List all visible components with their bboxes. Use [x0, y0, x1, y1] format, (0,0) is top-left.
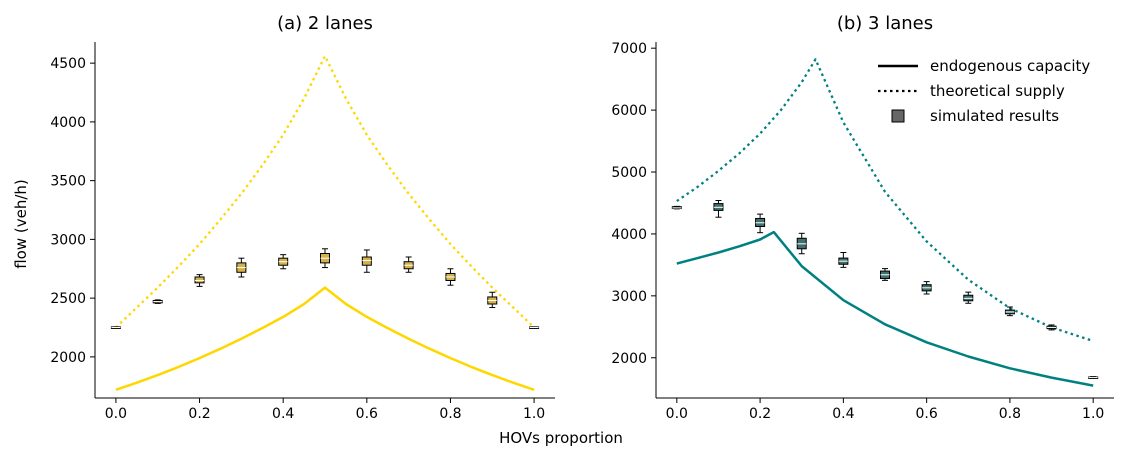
chart-title: (b) 3 lanes [837, 13, 933, 34]
simulated-box [921, 281, 932, 295]
x-tick-label: 0.2 [188, 406, 210, 422]
y-tick-label: 4500 [50, 56, 86, 72]
simulated-box [1046, 324, 1057, 331]
x-tick-label: 1.0 [1082, 406, 1104, 422]
x-tick-label: 0.2 [749, 406, 771, 422]
simulated-box [236, 257, 247, 278]
simulated-box [110, 326, 121, 329]
simulated-box [320, 248, 330, 269]
y-tick-label: 6000 [611, 103, 647, 119]
legend-label: simulated results [930, 107, 1059, 125]
x-tick-label: 0.8 [999, 406, 1021, 422]
simulated-box [963, 291, 974, 304]
simulated-box [1088, 376, 1099, 379]
x-axis-label: HOVs proportion [499, 429, 623, 447]
simulated-box [487, 291, 498, 309]
box-body [194, 276, 205, 284]
x-tick-label: 0.8 [439, 406, 461, 422]
simulated-box [796, 232, 807, 255]
x-tick-label: 0.4 [832, 406, 854, 422]
simulated-box [838, 252, 849, 268]
box-body [361, 256, 372, 266]
x-tick-label: 0.0 [105, 406, 127, 422]
simulated-box [194, 274, 205, 287]
legend-label: endogenous capacity [930, 57, 1090, 75]
simulated-box [529, 326, 540, 329]
simulated-box [403, 256, 414, 273]
simulated-box [152, 299, 163, 304]
simulated-box [445, 268, 456, 286]
y-tick-label: 2000 [50, 350, 86, 366]
y-tick-label: 3000 [50, 232, 86, 248]
x-tick-label: 0.4 [272, 406, 294, 422]
legend-box-swatch [891, 109, 905, 123]
simulated-box [361, 249, 372, 273]
panel-3-lanes: (b) 3 lanes 0.0 0.2 0.4 0.6 0.8 1.0 2000 3000 400… [611, 13, 1114, 422]
simulated-box [1004, 306, 1015, 317]
x-tick-label: 1.0 [523, 406, 545, 422]
theoretical-supply-line [676, 58, 1094, 343]
x-tick-label: 0.0 [666, 406, 688, 422]
legend-label: theoretical supply [930, 82, 1065, 100]
y-axis-label: flow (veh/h) [12, 179, 30, 269]
y-tick-label: 3500 [50, 174, 86, 190]
y-tick-label: 7000 [611, 41, 647, 57]
y-tick-label: 4000 [611, 227, 647, 243]
chart-title: (a) 2 lanes [277, 13, 373, 34]
simulated-box [671, 205, 682, 210]
x-tick-label: 0.6 [356, 406, 378, 422]
y-tick-label: 4000 [50, 115, 86, 131]
y-tick-label: 5000 [611, 165, 647, 181]
theoretical-supply-line [115, 54, 535, 329]
x-tick-label: 0.6 [916, 406, 938, 422]
simulated-box [880, 268, 890, 281]
simulated-box [278, 254, 289, 270]
y-tick-label: 3000 [611, 289, 647, 305]
simulated-box [755, 213, 766, 234]
y-tick-label: 2000 [611, 351, 647, 367]
simulated-box [713, 199, 724, 218]
endogenous-capacity-line [676, 230, 1094, 387]
endogenous-capacity-line [115, 286, 535, 391]
panel-2-lanes: (a) 2 lanes 0.0 0.2 0.4 0.6 0.8 1.0 2000 2500 300… [50, 13, 555, 422]
y-tick-label: 2500 [50, 291, 86, 307]
